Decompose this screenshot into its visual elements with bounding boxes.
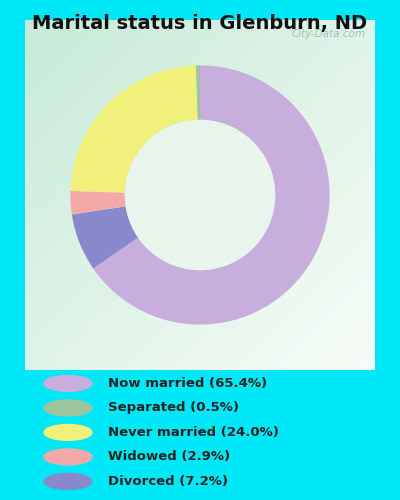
Wedge shape (72, 206, 138, 268)
Text: Widowed (2.9%): Widowed (2.9%) (108, 450, 230, 464)
Text: Marital status in Glenburn, ND: Marital status in Glenburn, ND (32, 14, 368, 33)
Circle shape (44, 449, 92, 465)
Circle shape (125, 120, 275, 270)
Text: City-Data.com: City-Data.com (292, 29, 366, 39)
Text: Never married (24.0%): Never married (24.0%) (108, 426, 279, 439)
Circle shape (44, 424, 92, 440)
Text: Now married (65.4%): Now married (65.4%) (108, 377, 267, 390)
Wedge shape (196, 66, 200, 120)
Text: Divorced (7.2%): Divorced (7.2%) (108, 475, 228, 488)
Wedge shape (93, 66, 330, 324)
Circle shape (44, 474, 92, 490)
Circle shape (44, 400, 92, 416)
Text: Separated (0.5%): Separated (0.5%) (108, 402, 239, 414)
Circle shape (44, 376, 92, 392)
Wedge shape (70, 191, 126, 214)
Wedge shape (70, 66, 198, 192)
